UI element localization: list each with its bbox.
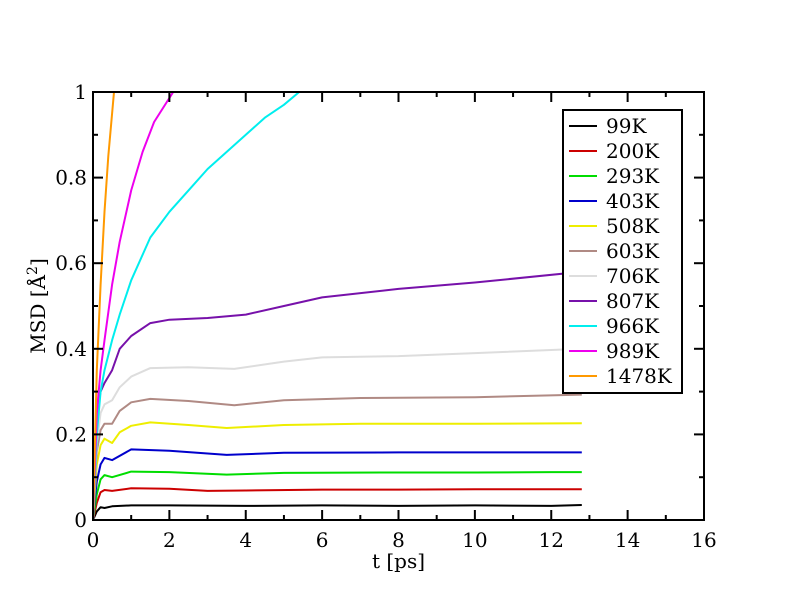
- axis-ticks: [92, 91, 705, 521]
- legend-label: 807K: [606, 289, 660, 313]
- y-tick-label: 0: [74, 508, 87, 532]
- series-line-508K: [93, 421, 582, 520]
- y-tick-label: 0.2: [55, 422, 87, 446]
- x-tick-label: 10: [462, 528, 487, 552]
- legend-label: 966K: [606, 314, 660, 338]
- series-line-1478K: [93, 92, 115, 520]
- y-axis-title-unit: Å: [25, 274, 50, 290]
- series-line-989K: [93, 92, 175, 520]
- legend-label: 293K: [606, 164, 660, 188]
- x-tick-label: 0: [87, 528, 100, 552]
- x-tick-label: 2: [163, 528, 176, 552]
- legend-label: 706K: [606, 264, 660, 288]
- y-tick-label: 0.4: [55, 337, 87, 361]
- legend-label: 1478K: [606, 364, 673, 388]
- y-axis-title-suffix: ]: [26, 258, 50, 266]
- legend-label: 603K: [606, 239, 660, 263]
- x-tick-label: 12: [539, 528, 564, 552]
- legend-label: 200K: [606, 139, 660, 163]
- y-axis-title-exponent: 2: [25, 266, 41, 275]
- x-tick-label: 6: [316, 528, 329, 552]
- series-line-403K: [93, 448, 582, 520]
- legend: 99K200K293K403K508K603K706K807K966K989K1…: [562, 109, 683, 394]
- series-line-293K: [93, 470, 582, 520]
- x-axis-title: t [ps]: [372, 549, 425, 573]
- legend-label: 508K: [606, 214, 660, 238]
- x-tick-label: 4: [239, 528, 252, 552]
- x-tick-label: 14: [615, 528, 640, 552]
- legend-label: 99K: [606, 114, 647, 138]
- legend-label: 989K: [606, 339, 660, 363]
- series-line-706K: [93, 347, 582, 520]
- x-tick-label: 16: [691, 528, 716, 552]
- x-tick-label: 8: [392, 528, 405, 552]
- series-line-99K: [93, 504, 582, 520]
- series-line-966K: [93, 92, 300, 520]
- y-tick-label: 0.8: [55, 166, 87, 190]
- series-lines: [93, 92, 582, 520]
- series-line-603K: [93, 393, 582, 520]
- series-line-200K: [93, 487, 582, 520]
- y-tick-label: 0.6: [55, 251, 87, 275]
- y-axis-title-prefix: MSD [: [26, 289, 50, 353]
- y-tick-label: 1: [74, 80, 87, 104]
- legend-label: 403K: [606, 189, 660, 213]
- y-axis-title: MSD [Å2]: [25, 258, 50, 354]
- tick-labels: 0 2 4 6 8 10 12 14 16 0 0.2 0.4 0.6 0.8 1: [55, 80, 717, 552]
